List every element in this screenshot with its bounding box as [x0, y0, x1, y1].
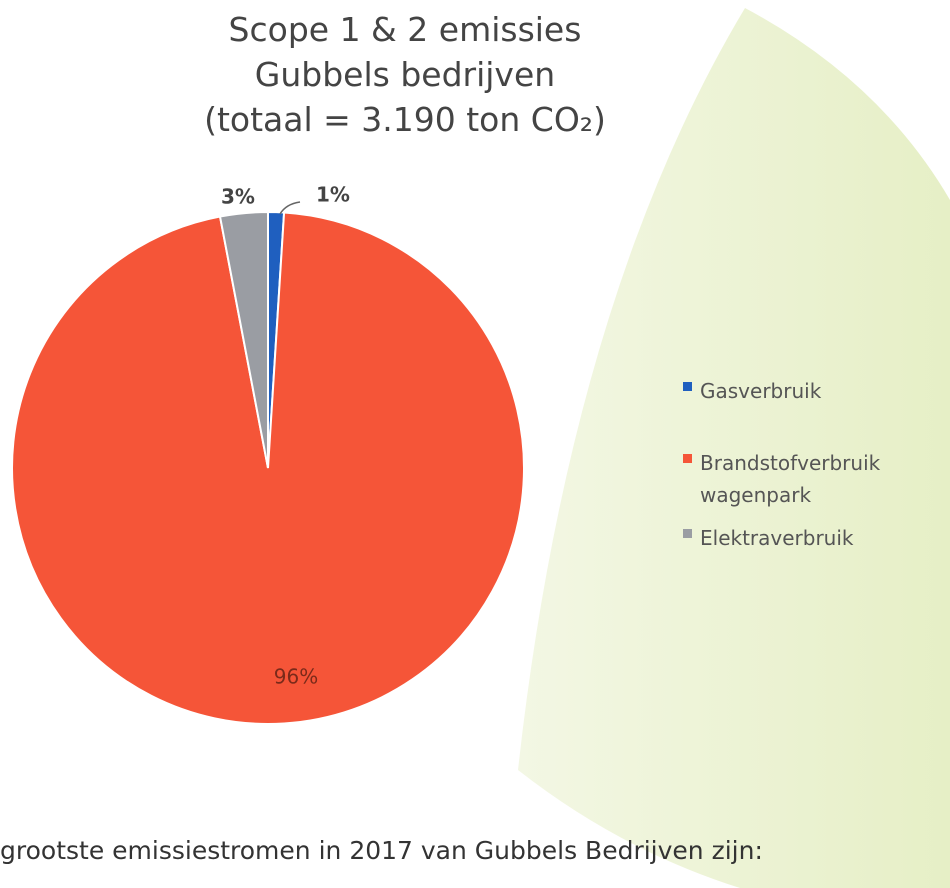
legend-item: Elektraverbruik: [683, 522, 890, 554]
legend-label: Brandstofverbruik wagenpark: [700, 451, 881, 507]
footer-text: grootste emissiestromen in 2017 van Gubb…: [0, 836, 763, 865]
legend-swatch: [683, 454, 692, 463]
legend-label: Gasverbruik: [700, 379, 822, 403]
pie-slice: [11, 211, 525, 725]
pie-slice: [218, 210, 269, 469]
legend-item: Gasverbruik: [683, 375, 890, 407]
legend-swatch: [683, 529, 692, 538]
leader-line: [279, 201, 301, 215]
chart-title: Gubbels bedrijven: [254, 55, 556, 94]
legend-label: Elektraverbruik: [700, 526, 854, 550]
chart-title: Scope 1 & 2 emissies: [228, 10, 582, 49]
legend-swatch: [683, 382, 692, 391]
data-label: 1%: [316, 183, 350, 207]
legend-item: Brandstofverbruik wagenpark: [683, 447, 890, 511]
data-label: 96%: [274, 665, 318, 689]
pie: 1% 96% 3%: [11, 183, 525, 725]
data-label: 3%: [221, 185, 255, 209]
leaf-background: [518, 8, 950, 888]
chart-title: (totaal = 3.190 ton CO₂): [204, 100, 606, 139]
